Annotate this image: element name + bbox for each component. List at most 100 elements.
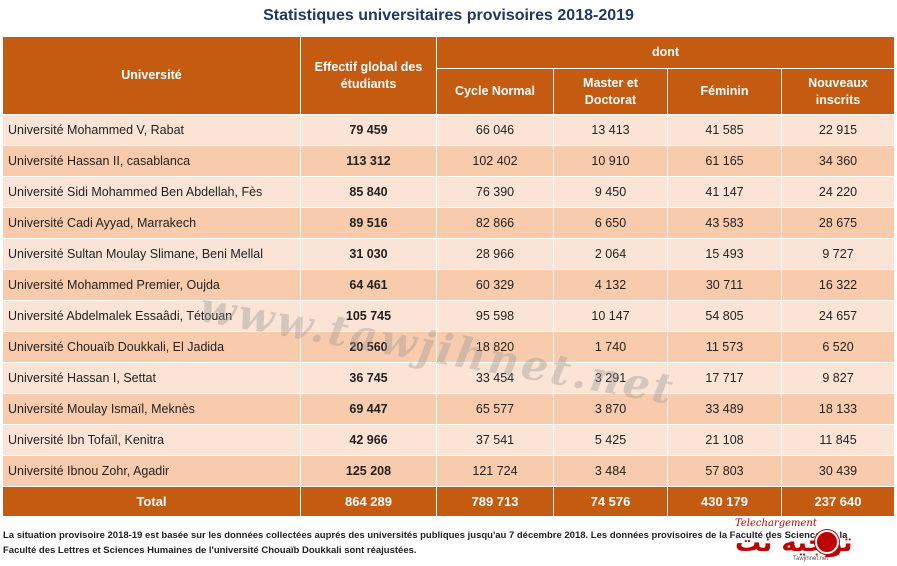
cell-feminin: 15 493	[667, 238, 782, 270]
cell-master-doctorat: 3 484	[553, 455, 668, 487]
cell-master-doctorat: 4 132	[553, 269, 668, 301]
cell-cycle-normal: 121 724	[436, 455, 554, 487]
cell-master-doctorat: 6 650	[553, 207, 668, 239]
table-row: Université Sultan Moulay Slimane, Beni M…	[2, 238, 896, 270]
table-row: Université Hassan II, casablanca 113 312 1…	[2, 145, 896, 177]
cell-university: Université Ibn Tofaïl, Kenitra	[2, 424, 301, 456]
cell-feminin: 43 583	[667, 207, 782, 239]
cell-feminin: 61 165	[667, 145, 782, 177]
header-cycle-normal: Cycle Normal	[436, 68, 554, 115]
cell-nouveaux-inscrits: 28 675	[780, 207, 896, 239]
cell-university: Université Abdelmalek Essaâdi, Tétouan	[2, 300, 301, 332]
cell-master-doctorat: 13 413	[553, 114, 668, 146]
cell-cycle-normal: 66 046	[436, 114, 554, 146]
cell-master-doctorat: 3 291	[553, 362, 668, 394]
cell-university: Université Hassan I, Settat	[2, 362, 301, 394]
cell-nouveaux-inscrits: 24 220	[780, 176, 896, 208]
cell-university: Université Mohammed Premier, Oujda	[2, 269, 301, 301]
cell-nouveaux-inscrits: 16 322	[780, 269, 896, 301]
cell-total-students: 64 461	[300, 269, 437, 301]
statistics-table: Université Effectif global des étudiants…	[2, 36, 896, 517]
cell-feminin: 54 805	[667, 300, 782, 332]
header-nouveaux-inscrits: Nouveaux inscrits	[780, 68, 896, 115]
table-row: Université Abdelmalek Essaâdi, Tétouan 10…	[2, 300, 896, 332]
cell-total-students: 36 745	[300, 362, 437, 394]
cell-total-students: 69 447	[300, 393, 437, 425]
cell-total-students: 31 030	[300, 238, 437, 270]
cell-cycle-normal: 37 541	[436, 424, 554, 456]
table-row: Université Mohammed V, Rabat 79 459 66 046…	[2, 114, 896, 146]
cell-university: Université Moulay Ismaïl, Meknès	[2, 393, 301, 425]
cell-nouveaux-inscrits: 18 133	[780, 393, 896, 425]
cell-university: Université Sidi Mohammed Ben Abdellah, F…	[2, 176, 301, 208]
cell-cycle-normal: 28 966	[436, 238, 554, 270]
cell-university: Université Hassan II, casablanca	[2, 145, 301, 177]
page-title: Statistiques universitaires provisoires …	[263, 7, 634, 24]
table-row: Université Cadi Ayyad, Marrakech 89 516 82…	[2, 207, 896, 239]
cell-total-students: 105 745	[300, 300, 437, 332]
cell-master-doctorat: 10 147	[553, 300, 668, 332]
table-row: Université Ibnou Zohr, Agadir 125 208 121 …	[2, 455, 896, 487]
cell-cycle-normal: 102 402	[436, 145, 554, 177]
cell-total-students: 79 459	[300, 114, 437, 146]
total-cycle-value: 789 713	[436, 486, 554, 517]
cell-feminin: 33 489	[667, 393, 782, 425]
cell-university: Université Ibnou Zohr, Agadir	[2, 455, 301, 487]
cell-cycle-normal: 82 866	[436, 207, 554, 239]
cell-master-doctorat: 1 740	[553, 331, 668, 363]
globe-icon	[815, 530, 839, 554]
cell-total-students: 42 966	[300, 424, 437, 456]
table-row: Université Chouaïb Doukkali, El Jadida 20…	[2, 331, 896, 363]
logo-sub-text: Tawjihnet.net	[793, 556, 829, 562]
cell-feminin: 41 585	[667, 114, 782, 146]
header-master-doctorat: Master et Doctorat	[553, 68, 668, 115]
cell-cycle-normal: 18 820	[436, 331, 554, 363]
cell-feminin: 17 717	[667, 362, 782, 394]
cell-university: Université Sultan Moulay Slimane, Beni M…	[2, 238, 301, 270]
total-label: Total	[2, 486, 301, 517]
cell-feminin: 30 711	[667, 269, 782, 301]
cell-feminin: 11 573	[667, 331, 782, 363]
cell-nouveaux-inscrits: 9 827	[780, 362, 896, 394]
cell-master-doctorat: 3 870	[553, 393, 668, 425]
cell-nouveaux-inscrits: 30 439	[780, 455, 896, 487]
header-total-students: Effectif global des étudiants	[300, 36, 437, 115]
cell-feminin: 21 108	[667, 424, 782, 456]
cell-cycle-normal: 65 577	[436, 393, 554, 425]
cell-master-doctorat: 10 910	[553, 145, 668, 177]
cell-nouveaux-inscrits: 22 915	[780, 114, 896, 146]
cell-nouveaux-inscrits: 6 520	[780, 331, 896, 363]
table-row: Université Sidi Mohammed Ben Abdellah, F…	[2, 176, 896, 208]
site-logo: Telechargement توجيه نت Tawjihnet.net	[735, 518, 885, 564]
logo-top-text: Telechargement	[735, 518, 817, 529]
cell-nouveaux-inscrits: 24 657	[780, 300, 896, 332]
total-feminin-value: 430 179	[667, 486, 782, 517]
table-row: Université Moulay Ismaïl, Meknès 69 447 65…	[2, 393, 896, 425]
cell-university: Université Mohammed V, Rabat	[2, 114, 301, 146]
cell-nouveaux-inscrits: 34 360	[780, 145, 896, 177]
header-feminin: Féminin	[667, 68, 782, 115]
total-row: Total 864 289 789 713 74 576 430 179 237…	[2, 486, 896, 517]
header-university: Université	[2, 36, 301, 115]
cell-cycle-normal: 60 329	[436, 269, 554, 301]
table-body: Université Mohammed V, Rabat 79 459 66 046…	[2, 114, 896, 487]
cell-feminin: 57 803	[667, 455, 782, 487]
total-students-value: 864 289	[300, 486, 437, 517]
footnote: La situation provisoire 2018-19 est basé…	[3, 530, 848, 556]
table-row: Université Ibn Tofaïl, Kenitra 42 966 37 5…	[2, 424, 896, 456]
cell-total-students: 125 208	[300, 455, 437, 487]
cell-total-students: 113 312	[300, 145, 437, 177]
cell-master-doctorat: 2 064	[553, 238, 668, 270]
total-master-value: 74 576	[553, 486, 668, 517]
cell-university: Université Chouaïb Doukkali, El Jadida	[2, 331, 301, 363]
cell-total-students: 89 516	[300, 207, 437, 239]
cell-feminin: 41 147	[667, 176, 782, 208]
cell-nouveaux-inscrits: 9 727	[780, 238, 896, 270]
cell-total-students: 20 560	[300, 331, 437, 363]
cell-cycle-normal: 76 390	[436, 176, 554, 208]
cell-university: Université Cadi Ayyad, Marrakech	[2, 207, 301, 239]
cell-cycle-normal: 33 454	[436, 362, 554, 394]
cell-master-doctorat: 9 450	[553, 176, 668, 208]
table-row: Université Hassan I, Settat 36 745 33 454 3…	[2, 362, 896, 394]
cell-cycle-normal: 95 598	[436, 300, 554, 332]
